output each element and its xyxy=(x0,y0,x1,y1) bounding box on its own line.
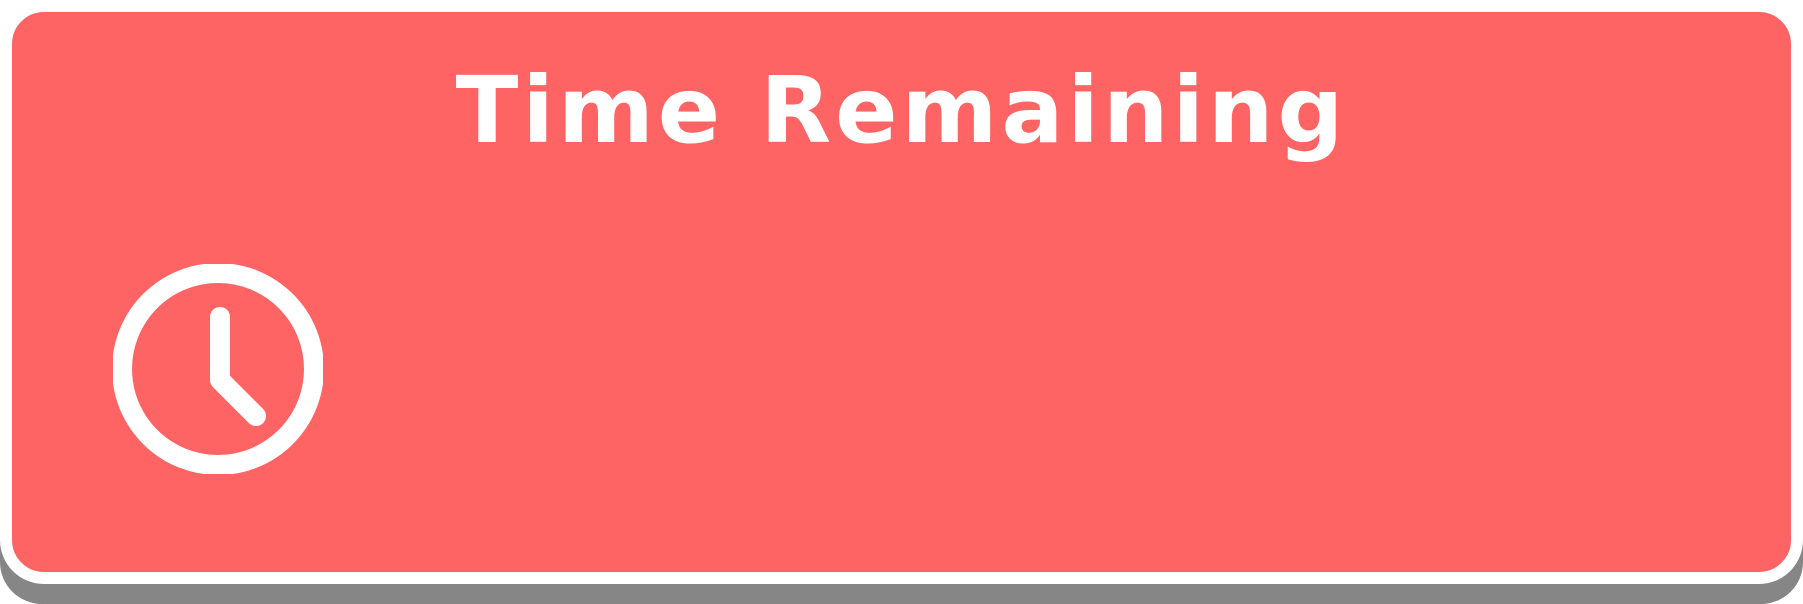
widget-card: Time Remaining xyxy=(0,0,1803,584)
clock-icon xyxy=(113,264,323,474)
widget-title: Time Remaining xyxy=(455,57,1348,164)
